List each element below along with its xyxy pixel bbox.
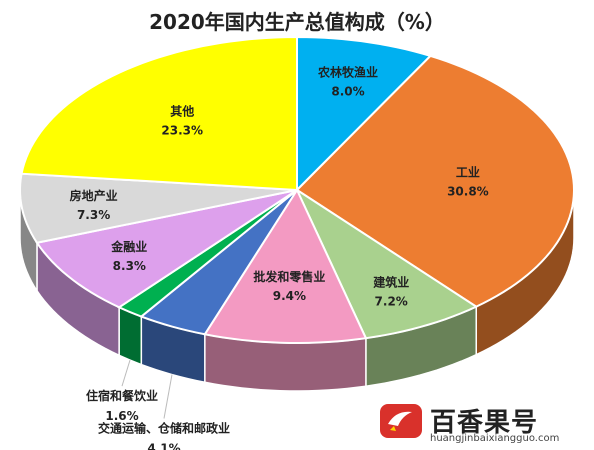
pie-slice-6 [35,189,298,309]
slice-value-6: 8.3% [113,259,146,273]
pie-slice-0 [296,35,433,193]
slice-label-2: 建筑业 [372,275,409,290]
pie-slice-4 [139,189,298,336]
slice-label-8: 其他 [170,103,194,118]
pie-slice-8 [20,35,298,192]
slice-label-7: 房地产业 [70,188,118,203]
slice-label-0: 农林牧渔业 [317,64,378,79]
slice-value-2: 7.2% [375,295,408,309]
slice-value-4: 4.1% [147,442,180,450]
slice-label-5: 住宿和餐饮业 [86,388,158,403]
slice-value-1: 30.8% [447,185,489,199]
watermark-name: 百香果号 [430,408,539,438]
pie-slice-2 [294,187,479,340]
slice-label-3: 批发和零售业 [253,269,325,284]
pie-slice-1 [295,54,575,308]
pie-slice-7 [19,172,298,244]
slice-value-8: 23.3% [161,123,203,137]
watermark-url: huangjinbaixiangguo.com [430,433,560,444]
slice-label-4: 交通运输、仓储和邮政业 [98,421,230,436]
pie-slice-3 [203,187,368,344]
slice-label-6: 金融业 [110,239,147,254]
watermark-logo: 百香果号 huangjinbaixiangguo.com [380,402,590,446]
slice-value-7: 7.3% [77,208,110,222]
leader-line-4 [163,374,173,419]
slice-value-5: 1.6% [105,409,138,423]
slice-value-3: 9.4% [273,289,306,303]
slice-label-1: 工业 [456,165,480,180]
brand-badge-icon [380,404,422,438]
leader-line-5 [121,359,131,387]
chart-title: 2020年国内生产总值构成（%） [149,10,445,34]
slice-value-0: 8.0% [331,84,364,98]
